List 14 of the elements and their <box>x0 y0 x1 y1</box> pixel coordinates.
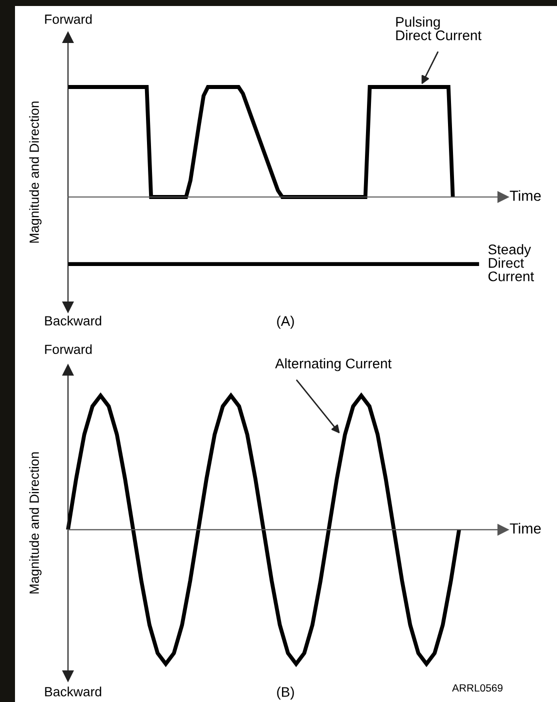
text: Backward <box>45 316 102 326</box>
text: Alternating Current <box>275 358 392 372</box>
text: Pulsing Direct Current <box>396 16 482 40</box>
x-axis-title: Time <box>510 190 541 201</box>
text: ARRL0569 <box>452 684 503 692</box>
text: Forward <box>45 344 92 354</box>
text: (A) <box>277 316 294 329</box>
y-axis-title: Magnitude and Direction <box>29 452 42 594</box>
x-axis-title: Time <box>510 522 541 534</box>
text: Forward <box>45 14 92 24</box>
series-label: Steady Direct Current <box>488 244 534 282</box>
y-axis-title: Magnitude and Direction <box>29 102 42 243</box>
text: (B) <box>277 686 294 700</box>
text: Backward <box>45 686 102 696</box>
